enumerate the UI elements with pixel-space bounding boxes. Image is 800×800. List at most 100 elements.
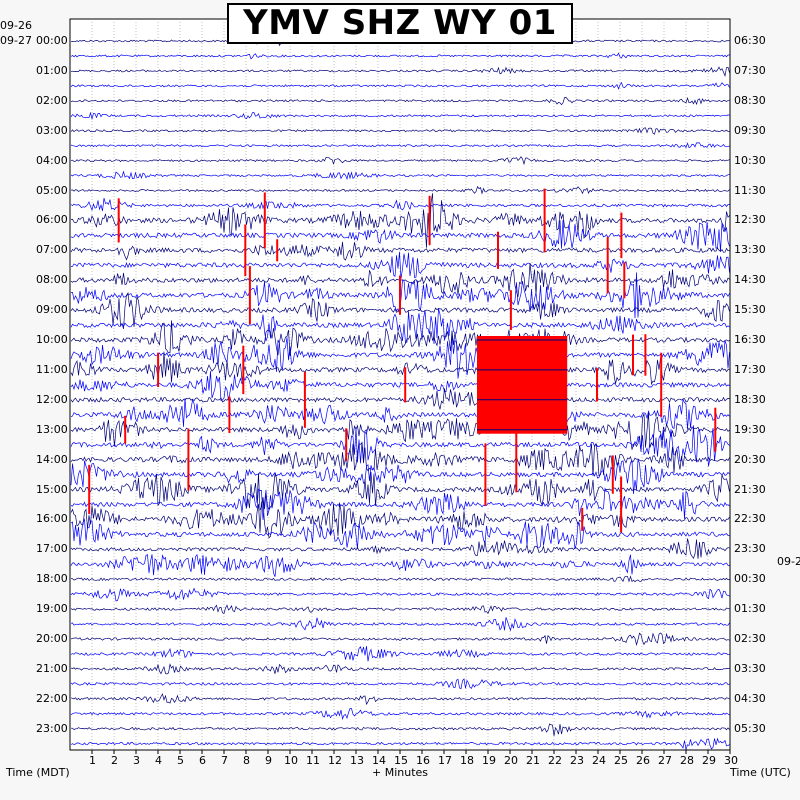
right-hour-label: 14:30	[734, 273, 766, 287]
trace-line	[70, 646, 730, 662]
right-hour-label: 23:30	[734, 542, 766, 556]
seismic-traces	[70, 36, 730, 750]
x-tick-label: 12	[328, 754, 342, 767]
x-tick-label: 23	[570, 754, 584, 767]
left-hour-label: 03:00	[36, 123, 68, 137]
left-hour-label: 21:00	[36, 661, 68, 675]
x-tick-label: 25	[614, 754, 628, 767]
x-tick-label: 28	[680, 754, 694, 767]
saturated-block	[477, 336, 568, 434]
trace-line	[70, 575, 730, 583]
right-hour-label: 04:30	[734, 691, 766, 705]
trace-line	[70, 198, 730, 212]
x-tick-label: 22	[548, 754, 562, 767]
trace-line	[70, 170, 730, 181]
trace-line	[70, 587, 730, 602]
trace-line	[71, 723, 730, 736]
x-tick-label: 27	[658, 754, 672, 767]
left-hour-label: 12:00	[36, 392, 68, 406]
left-hour-label: 07:00	[36, 243, 68, 257]
trace-line	[70, 219, 730, 252]
left-hour-label: 13:00	[36, 422, 68, 436]
x-tick-label: 10	[284, 754, 298, 767]
chart-title-box: YMV SHZ WY 01	[227, 3, 573, 44]
trace-line	[70, 678, 730, 690]
x-tick-label: 17	[438, 754, 452, 767]
x-tick-label: 7	[221, 754, 228, 767]
trace-line	[70, 156, 730, 166]
x-tick-label: 2	[111, 754, 118, 767]
x-tick-label: 5	[177, 754, 184, 767]
x-tick-label: 1	[89, 754, 96, 767]
right-hour-label: 21:30	[734, 482, 766, 496]
trace-line	[70, 111, 730, 121]
trace-line	[70, 412, 730, 452]
x-axis-title: + Minutes	[372, 766, 429, 779]
trace-line	[70, 632, 730, 647]
x-tick-label: 30	[724, 754, 738, 767]
trace-line	[70, 708, 730, 721]
right-hour-label: 06:30	[734, 34, 766, 47]
trace-line	[70, 459, 730, 494]
trace-line	[70, 388, 730, 410]
x-tick-label: 19	[482, 754, 496, 767]
left-hour-label: 22:00	[36, 691, 68, 705]
trace-line	[70, 538, 730, 560]
x-axis-ticks	[91, 750, 731, 754]
trace-line	[70, 518, 730, 550]
trace-line	[70, 487, 730, 521]
right-hour-label: 19:30	[734, 422, 766, 436]
left-hour-label: 02:00	[36, 93, 68, 107]
right-hour-label: 03:30	[734, 661, 766, 675]
x-tick-label: 9	[265, 754, 272, 767]
x-tick-label: 15	[394, 754, 408, 767]
left-hour-label: 08:00	[36, 273, 68, 287]
trace-line	[70, 142, 730, 149]
right-date: 09-2	[777, 555, 800, 568]
left-hour-label: 20:00	[36, 632, 68, 645]
left-hour-label: 11:00	[36, 362, 68, 376]
left-hour-label: 05:00	[36, 183, 68, 197]
right-hour-label: 00:30	[734, 572, 766, 586]
right-hour-label: 09:30	[734, 123, 766, 137]
trace-line	[70, 351, 730, 390]
x-tick-label: 24	[592, 754, 606, 767]
left-date: 09-27	[0, 34, 32, 47]
trace-line	[70, 241, 730, 261]
trace-line	[70, 500, 730, 539]
trace-line	[70, 617, 730, 632]
trace-line	[70, 425, 730, 467]
right-axis-title: Time (UTC)	[730, 766, 791, 779]
right-hour-label: 12:30	[734, 213, 766, 227]
trace-line	[70, 320, 730, 356]
left-hour-label: 18:00	[36, 572, 68, 586]
right-hour-label: 08:30	[734, 93, 766, 107]
clipped-spikes	[88, 188, 717, 533]
trace-line	[70, 693, 730, 706]
minute-gridlines	[91, 19, 709, 750]
right-hour-label: 20:30	[734, 452, 766, 466]
right-hour-label: 22:30	[734, 512, 766, 526]
left-hour-label: 00:00	[36, 34, 68, 47]
x-tick-label: 8	[243, 754, 250, 767]
trace-line	[70, 185, 730, 195]
left-hour-label: 06:00	[36, 213, 68, 227]
trace-line	[70, 308, 730, 345]
x-tick-label: 6	[199, 754, 206, 767]
x-tick-label: 29	[702, 754, 716, 767]
x-tick-label: 18	[460, 754, 474, 767]
right-hour-label: 17:30	[734, 362, 766, 376]
right-hour-label: 11:30	[734, 183, 766, 197]
trace-line	[70, 737, 730, 750]
right-hour-label: 13:30	[734, 243, 766, 257]
chart-title: YMV SHZ WY 01	[243, 3, 557, 43]
right-hour-label: 16:30	[734, 333, 766, 346]
left-hour-label: 15:00	[36, 482, 68, 496]
left-hour-label: 19:00	[36, 602, 68, 616]
right-hour-label: 05:30	[734, 721, 766, 735]
x-tick-label: 4	[155, 754, 162, 767]
left-hour-label: 09:00	[36, 303, 68, 317]
trace-line	[70, 66, 730, 78]
trace-line	[70, 398, 730, 430]
